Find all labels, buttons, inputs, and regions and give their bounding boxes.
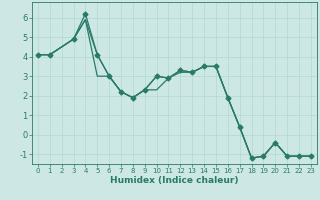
X-axis label: Humidex (Indice chaleur): Humidex (Indice chaleur) <box>110 176 239 185</box>
